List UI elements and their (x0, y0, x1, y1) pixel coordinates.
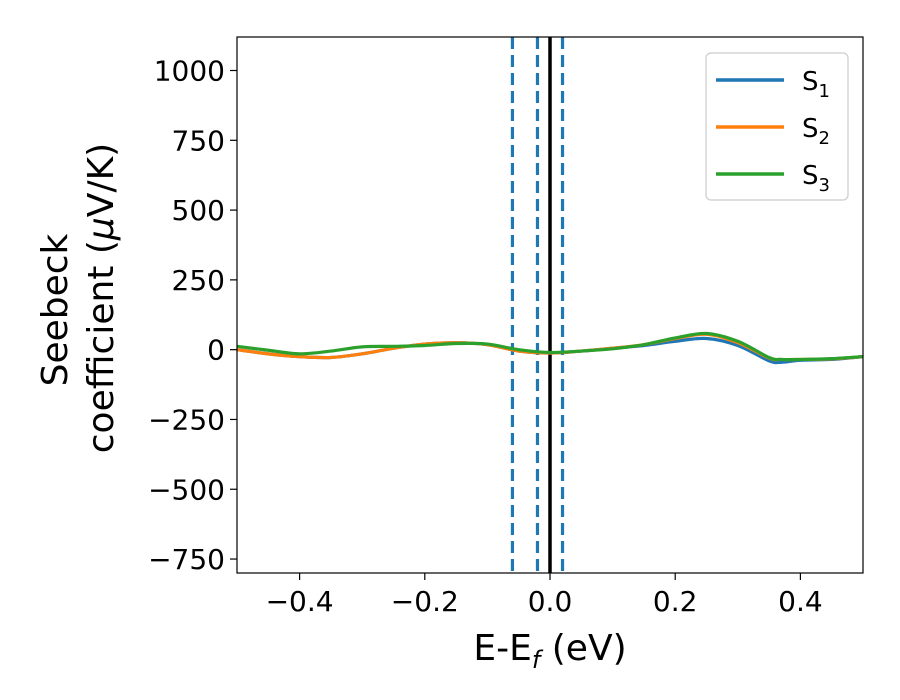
y-axis-label-line2: coefficient (μV/K) (81, 143, 122, 453)
legend-label-s3: S3 (802, 161, 830, 196)
y-tick-label: −750 (148, 543, 225, 576)
x-tick-label: −0.2 (391, 585, 459, 618)
y-tick-label: 0 (207, 334, 225, 367)
legend-label-s1: S1 (802, 67, 830, 102)
x-tick-label: 0.2 (653, 585, 698, 618)
y-tick-label: 1000 (154, 55, 225, 88)
legend: S1 S2 S3 (705, 52, 849, 201)
y-tick-label: 250 (172, 264, 225, 297)
y-tick-label: 750 (172, 124, 225, 157)
reference-lines (510, 37, 565, 573)
x-axis-label: E-Ef (eV) (473, 628, 626, 674)
series-line-s3 (237, 331, 863, 362)
x-axis-ticks: −0.4 −0.2 0.0 0.2 0.4 (266, 573, 823, 618)
legend-label-s2: S2 (802, 114, 830, 149)
y-tick-label: −250 (148, 403, 225, 436)
x-tick-label: 0.0 (528, 585, 573, 618)
y-axis-label-line1: Seebeck (35, 233, 76, 386)
y-tick-label: −500 (148, 473, 225, 506)
series-lines (237, 331, 863, 365)
y-axis-ticks: −750 −500 −250 0 250 500 750 1000 (148, 55, 237, 576)
y-tick-label: 500 (172, 194, 225, 227)
x-tick-label: 0.4 (778, 585, 823, 618)
x-tick-label: −0.4 (266, 585, 334, 618)
